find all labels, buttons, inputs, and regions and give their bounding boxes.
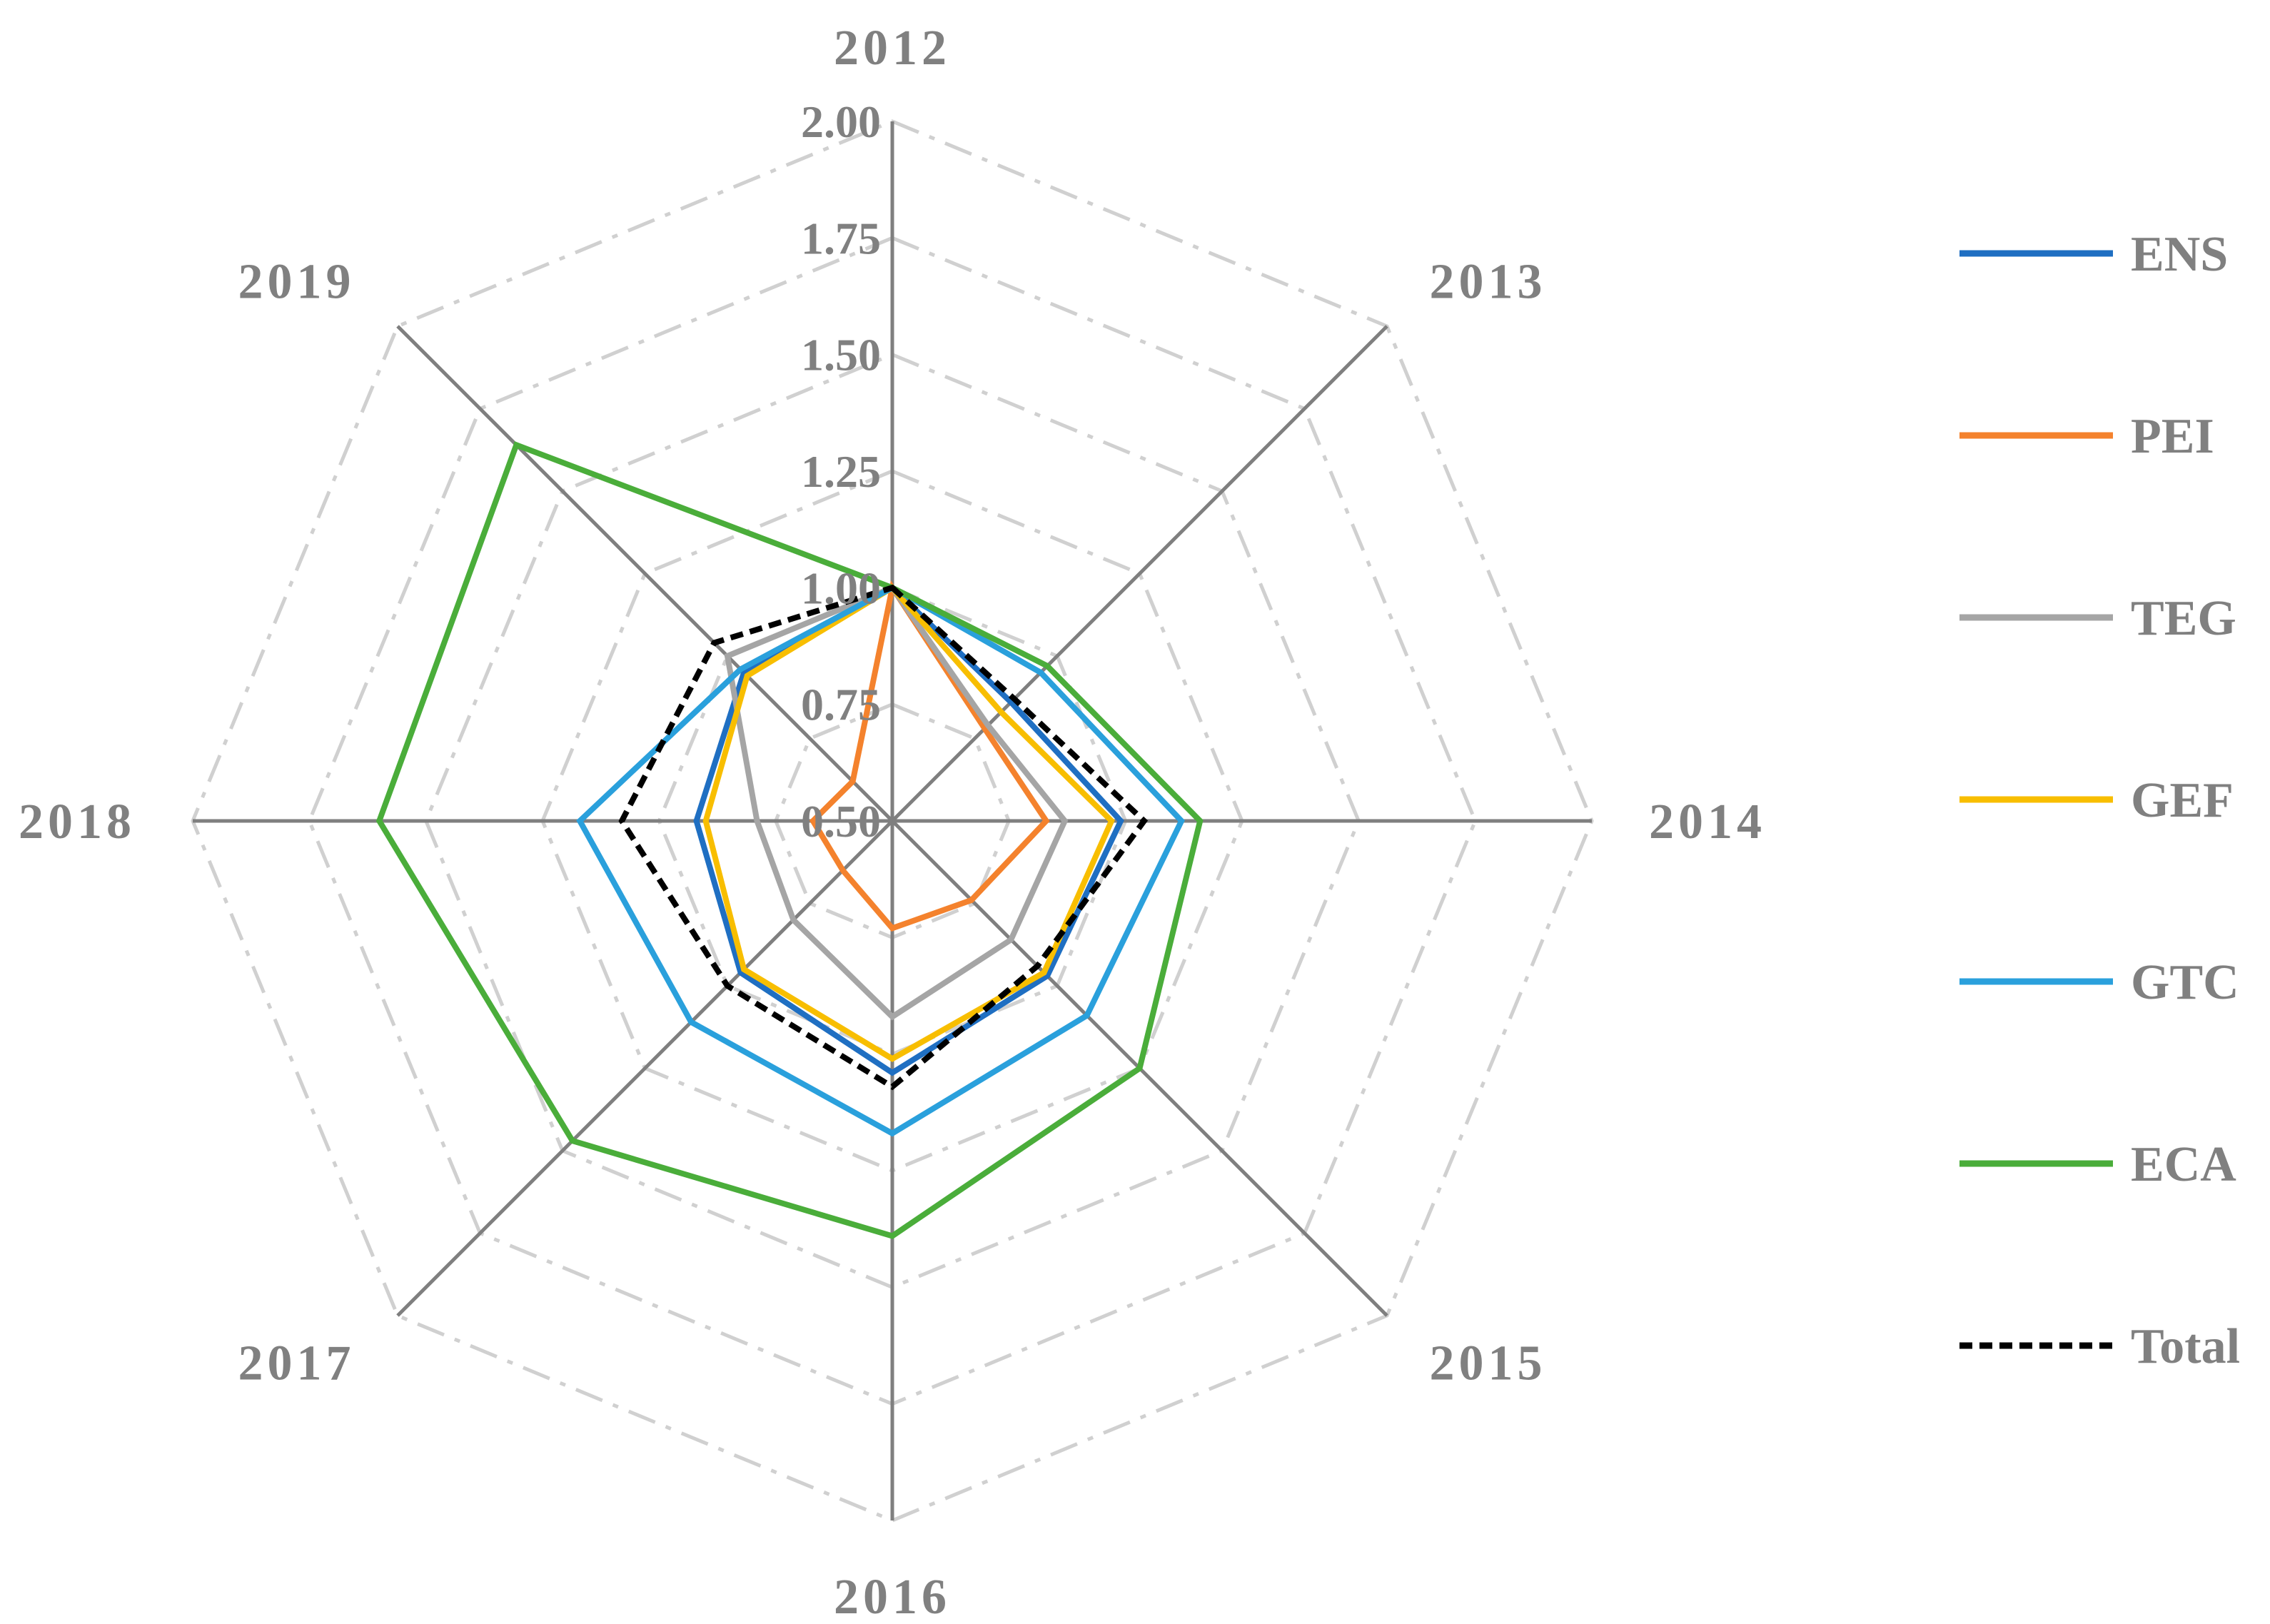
legend-label-pei: PEI (2131, 409, 2214, 464)
category-label-2015: 2015 (1430, 1336, 1547, 1391)
category-label-2019: 2019 (238, 255, 355, 310)
legend-label-eca: ECA (2131, 1137, 2236, 1192)
tick-label: 1.25 (801, 446, 881, 497)
legend-label-ens: ENS (2131, 227, 2228, 282)
radial-tick-labels: 0.50 0.75 1.00 1.25 1.50 1.75 2.00 (801, 96, 881, 847)
series-line-pei (809, 580, 1050, 932)
radar-series (375, 441, 1204, 1239)
tick-label: 0.75 (801, 680, 881, 730)
series-line-ens (693, 584, 1124, 1076)
category-label-2016: 2016 (834, 1570, 951, 1624)
category-labels: 2012 2013 2014 2015 2016 2017 2018 2019 (19, 21, 1766, 1624)
tick-label: 0.50 (801, 796, 881, 847)
series-line-total (618, 584, 1149, 1091)
legend-label-teg: TEG (2131, 591, 2236, 646)
series-line-gtc (576, 584, 1185, 1137)
category-label-2014: 2014 (1649, 795, 1766, 849)
spoke-2013 (891, 325, 1388, 822)
series-line-eca (375, 441, 1204, 1239)
series-line-gef (702, 584, 1115, 1062)
category-label-2017: 2017 (238, 1336, 355, 1391)
tick-label: 1.50 (801, 330, 881, 380)
tick-label: 1.75 (801, 213, 881, 263)
category-label-2018: 2018 (19, 795, 136, 849)
category-label-2012: 2012 (834, 21, 951, 76)
spoke-2019 (396, 325, 894, 822)
category-label-2013: 2013 (1430, 255, 1547, 310)
tick-label: 1.00 (801, 563, 881, 613)
legend: ENS PEI TEG GEF GTC ECA Total (1959, 227, 2240, 1374)
legend-label-total: Total (2131, 1319, 2240, 1374)
radar-spokes (193, 121, 1592, 1520)
legend-label-gef: GEF (2131, 773, 2234, 828)
tick-label: 2.00 (801, 96, 881, 147)
spoke-2017 (396, 819, 894, 1317)
legend-label-gtc: GTC (2131, 955, 2239, 1010)
